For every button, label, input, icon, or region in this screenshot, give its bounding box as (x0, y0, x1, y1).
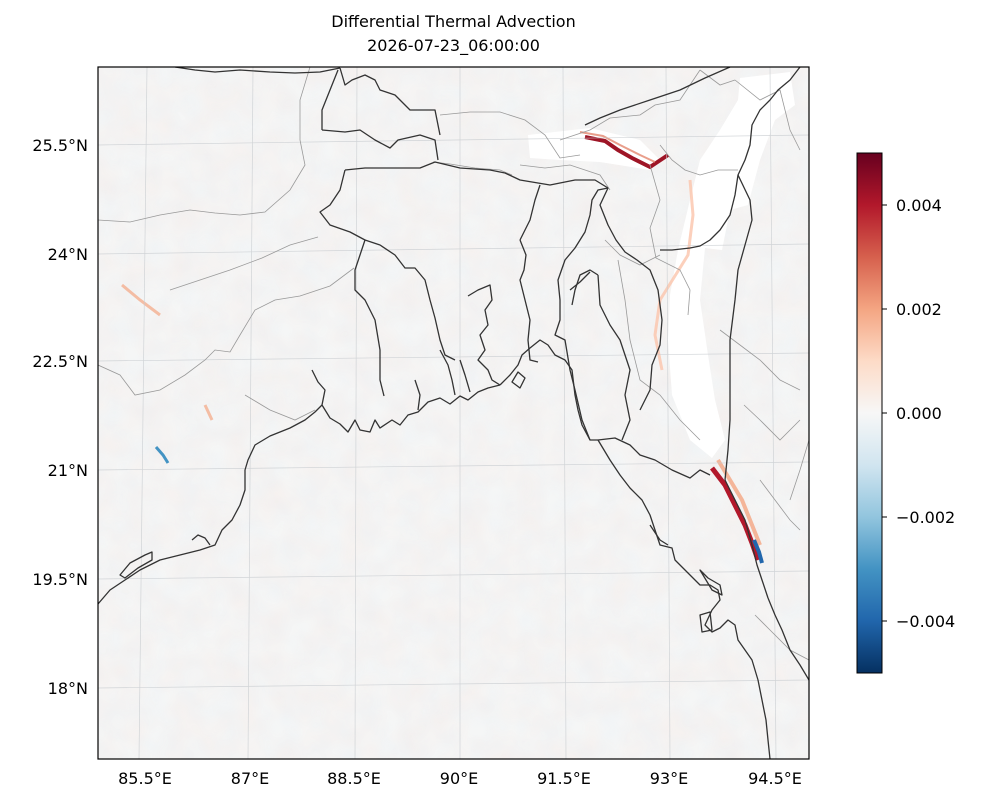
colorbar-ticks: 0.004 0.002 0.000 −0.002 −0.004 (882, 196, 955, 631)
cool-streak-east (752, 539, 764, 564)
lon-label: 91.5°E (537, 769, 591, 788)
lon-label: 90°E (440, 769, 478, 788)
longitude-labels: 85.5°E 87°E 88.5°E 90°E 91.5°E 93°E 94.5… (118, 769, 802, 788)
lat-label: 25.5°N (32, 136, 88, 155)
lat-label: 24°N (48, 245, 88, 264)
lat-label: 19.5°N (32, 570, 88, 589)
colorbar: 0.004 0.002 0.000 −0.002 −0.004 (856, 152, 955, 674)
lat-label: 18°N (48, 679, 88, 698)
lon-label: 93°E (650, 769, 688, 788)
colorbar-tick-label: −0.004 (896, 612, 955, 631)
warm-streak-north (584, 135, 670, 170)
colorbar-tick-label: 0.004 (896, 196, 942, 215)
lon-label: 87°E (231, 769, 269, 788)
lat-label: 22.5°N (32, 352, 88, 371)
lon-label: 85.5°E (118, 769, 172, 788)
advection-field (98, 67, 809, 759)
colorbar-gradient (856, 152, 883, 674)
country-borders (98, 67, 809, 759)
lon-label: 88.5°E (327, 769, 381, 788)
lon-label: 94.5°E (748, 769, 802, 788)
colorbar-tick-label: 0.000 (896, 404, 942, 423)
masked-region-east (668, 72, 795, 458)
lat-label: 21°N (48, 461, 88, 480)
latitude-labels: 25.5°N 24°N 22.5°N 21°N 19.5°N 18°N (32, 136, 88, 698)
colorbar-tick-label: 0.002 (896, 300, 942, 319)
colorbar-tick-label: −0.002 (896, 508, 955, 527)
map-title: Differential Thermal Advection (331, 12, 576, 31)
map-timestamp: 2026-07-23_06:00:00 (367, 36, 540, 55)
warm-streak-river (653, 179, 695, 371)
cool-streak-west (154, 446, 170, 464)
warm-streak-north-halo (579, 131, 656, 163)
map-frame (97, 66, 810, 760)
state-boundaries (98, 67, 809, 661)
warm-patch-west (121, 283, 214, 421)
graticule (98, 67, 809, 759)
warm-streak-east (710, 466, 761, 561)
